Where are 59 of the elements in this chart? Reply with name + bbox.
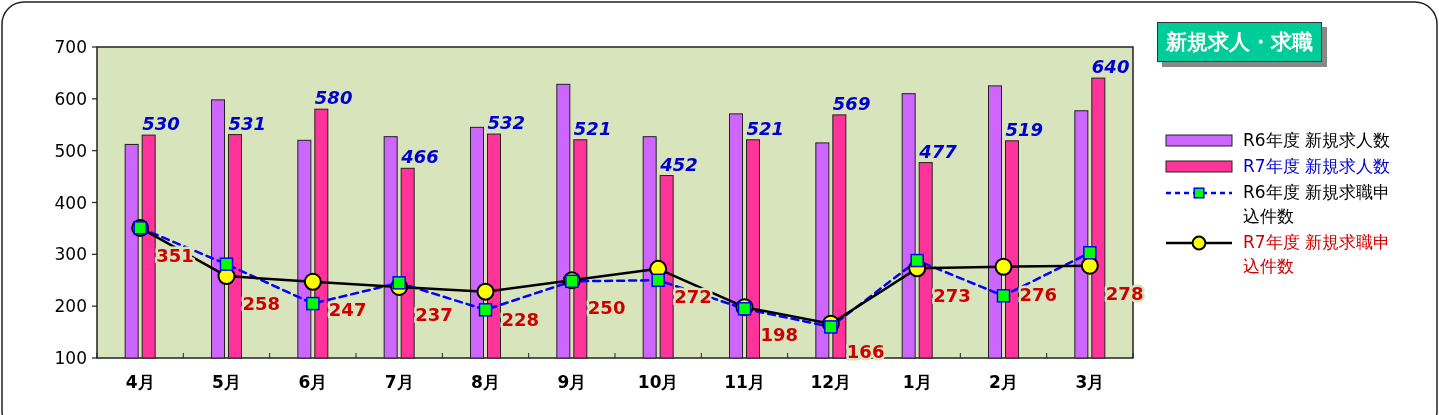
data-label: 530 (142, 113, 180, 135)
x-tick-label: 12月 (810, 372, 852, 392)
data-label: 237 (415, 303, 453, 325)
y-tick-label: 200 (54, 296, 87, 317)
x-tick-label: 4月 (125, 372, 155, 392)
x-tick-label: 2月 (989, 372, 1018, 392)
point (910, 253, 924, 268)
data-label: 276 (1019, 283, 1058, 305)
y-tick-label: 500 (54, 140, 87, 161)
y-tick-label: 700 (54, 37, 87, 57)
data-label: 228 (501, 308, 540, 330)
data-label: 521 (746, 117, 785, 139)
x-tick-label: 9月 (557, 372, 587, 392)
data-label: 640 (1091, 56, 1130, 78)
legend-label: R6年度 新規求職申込件数 (1243, 181, 1392, 228)
legend-label: R7年度 新規求人数 (1243, 155, 1392, 178)
data-label: 247 (328, 298, 367, 320)
y-tick-label: 100 (54, 348, 87, 368)
data-label: 519 (1005, 118, 1044, 140)
point (303, 272, 322, 291)
point (392, 276, 406, 290)
point (306, 296, 320, 311)
x-tick-label: 7月 (384, 372, 414, 392)
legend-label: R7年度 新規求職申込件数 (1243, 231, 1392, 278)
y-tick-label: 400 (54, 192, 87, 213)
point (994, 257, 1013, 276)
x-tick-label: 11月 (724, 372, 765, 392)
data-label: 532 (487, 112, 526, 134)
point (476, 282, 495, 301)
y-tick-label: 600 (54, 88, 87, 109)
data-label: 477 (918, 140, 958, 162)
data-label: 273 (933, 285, 971, 307)
x-tick-label: 10月 (637, 372, 679, 392)
x-tick-label: 8月 (471, 372, 500, 392)
data-label: 531 (228, 112, 267, 134)
x-tick-label: 1月 (902, 372, 932, 392)
data-label: 452 (659, 153, 698, 175)
x-tick-label: 3月 (1075, 372, 1105, 392)
point (219, 257, 234, 271)
data-label: 580 (314, 87, 353, 109)
legend-label: R6年度 新規求人数 (1243, 129, 1392, 152)
data-label: 351 (156, 244, 194, 266)
y-tick-label: 300 (54, 244, 87, 265)
data-label: 569 (832, 92, 871, 114)
data-label: 250 (587, 297, 626, 319)
point (737, 302, 752, 316)
data-label: 166 (846, 340, 885, 362)
x-tick-label: 5月 (212, 372, 241, 392)
data-label: 272 (674, 285, 712, 307)
data-label: 466 (400, 146, 439, 168)
data-label: 258 (242, 293, 281, 315)
point (478, 303, 493, 317)
point (651, 273, 665, 287)
point (1083, 246, 1097, 260)
point (996, 289, 1011, 303)
text: 新規求人・求職 (1157, 22, 1322, 62)
data-label: 521 (573, 117, 612, 139)
x-tick-label: 6月 (298, 372, 328, 392)
data-label: 198 (760, 324, 799, 346)
